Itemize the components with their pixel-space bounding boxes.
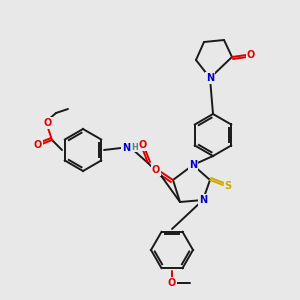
Text: N: N — [199, 195, 207, 205]
Text: O: O — [34, 140, 42, 150]
Text: O: O — [168, 278, 176, 288]
Text: O: O — [139, 140, 147, 150]
Text: H: H — [132, 142, 138, 152]
Text: N: N — [189, 160, 197, 170]
Text: O: O — [44, 118, 52, 128]
Text: O: O — [152, 165, 160, 175]
Text: O: O — [247, 50, 255, 60]
Text: S: S — [224, 181, 232, 191]
Text: N: N — [122, 143, 130, 153]
Text: N: N — [206, 73, 214, 83]
